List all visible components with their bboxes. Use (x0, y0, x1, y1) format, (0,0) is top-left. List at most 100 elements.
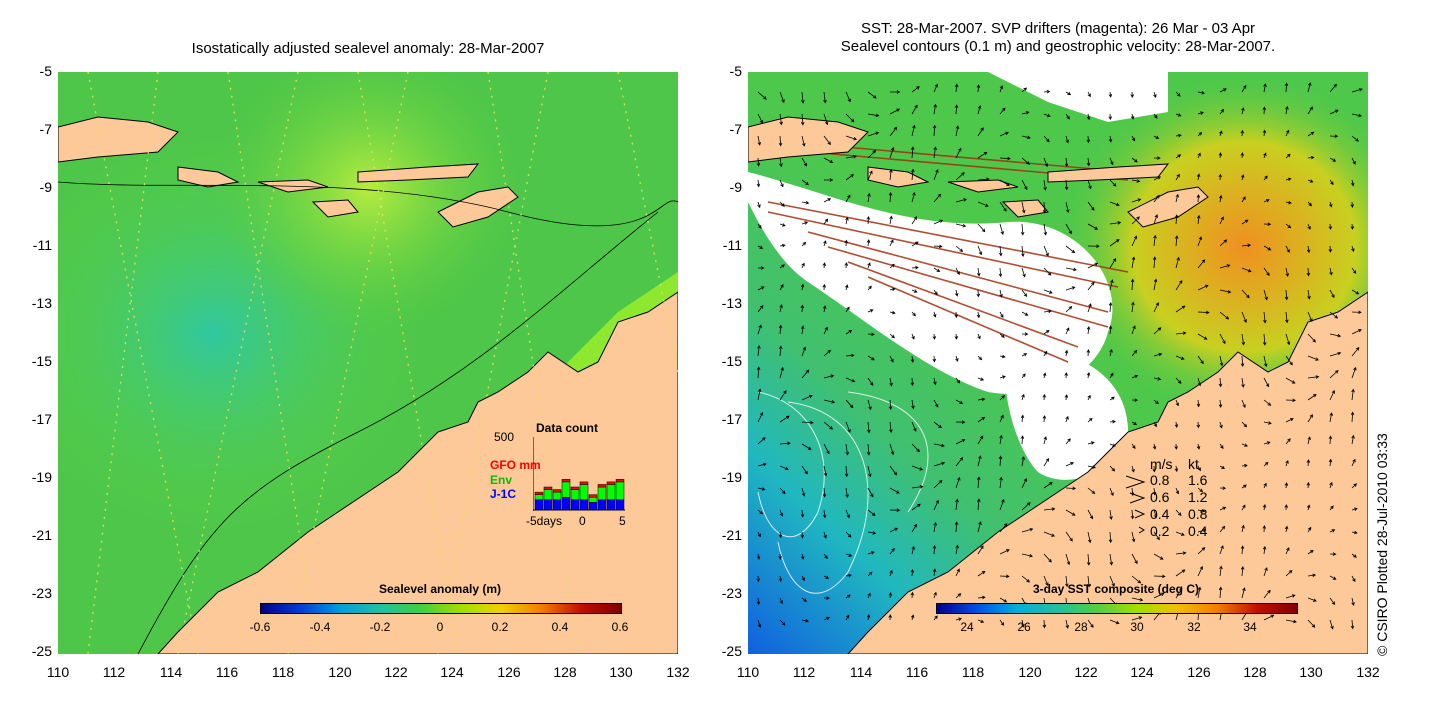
velocity-arrow (1285, 569, 1293, 577)
velocity-arrow (889, 465, 897, 476)
velocity-arrow (910, 146, 915, 159)
velocity-arrow (1021, 311, 1029, 316)
data-count-bars (533, 437, 625, 511)
velocity-arrow (801, 91, 805, 104)
velocity-arrow (1329, 370, 1339, 379)
velocity-arrow (1065, 286, 1076, 291)
velocity-arrow (1043, 553, 1052, 563)
velocity-arrow (1329, 83, 1337, 93)
velocity-arrow (1196, 421, 1201, 429)
velocity-arrow (1197, 528, 1207, 533)
velocity-arrow (1219, 130, 1223, 137)
velocity-arrow (889, 215, 893, 225)
velocity-arrow (1307, 179, 1314, 183)
velocity-arrow (889, 169, 893, 181)
velocity-arrow (977, 245, 983, 256)
velocity-arrow (1197, 509, 1206, 513)
velocity-arrow (1153, 302, 1159, 313)
velocity-arrow (1329, 597, 1336, 606)
velocity-arrow (1197, 131, 1203, 137)
velocity-arrow (1241, 311, 1247, 323)
data-count-bar-gfo-5 (579, 481, 589, 485)
velocity-arrow (999, 476, 1003, 489)
velocity-arrow (756, 179, 761, 188)
data-count-bar-j1-2 (552, 499, 562, 511)
velocity-arrow (867, 487, 874, 498)
velocity-arrow (1306, 267, 1311, 277)
velocity-arrow (1351, 575, 1356, 583)
velocity-arrow (1131, 216, 1140, 225)
velocity-arrow (1065, 113, 1070, 120)
velocity-arrow (1152, 256, 1157, 269)
velocity-arrow (999, 223, 1004, 235)
velocity-arrow (999, 156, 1011, 161)
velocity-arrow (1087, 223, 1099, 230)
velocity-arrow (778, 324, 783, 335)
velocity-arrow (911, 333, 915, 340)
velocity-arrow (888, 399, 893, 411)
velocity-arrow (998, 455, 1003, 467)
velocity-arrow (1087, 531, 1092, 544)
velocity-arrow (1130, 278, 1135, 291)
velocity-legend-arrows (1125, 475, 1146, 534)
velocity-arrow (955, 399, 964, 404)
velocity-arrow (779, 465, 789, 471)
velocity-arrow (889, 239, 894, 247)
velocity-arrow (1350, 201, 1354, 208)
velocity-arrow (1021, 135, 1031, 140)
velocity-arrow (976, 84, 981, 93)
velocity-arrow (999, 311, 1004, 319)
velocity-arrow (756, 366, 761, 379)
velocity-arrow (1153, 214, 1158, 225)
velocity-arrow (1219, 216, 1224, 225)
velocity-arrow (1219, 88, 1227, 93)
velocity-arrow (1307, 394, 1317, 401)
velocity-arrow (977, 570, 986, 577)
velocity-arrow (1307, 355, 1320, 361)
velocity-arrow (822, 305, 827, 313)
sst-velocity-map[interactable] (748, 72, 1368, 654)
velocity-arrow (757, 531, 761, 538)
velocity-arrow (779, 415, 790, 423)
velocity-arrow (954, 104, 959, 115)
velocity-arrow (1043, 179, 1047, 191)
velocity-arrow (1153, 234, 1157, 247)
velocity-arrow (1087, 91, 1091, 98)
velocity-arrow (1109, 221, 1122, 225)
velocity-arrow (1131, 421, 1138, 425)
velocity-arrow (779, 264, 785, 269)
velocity-arrow (823, 349, 832, 357)
velocity-arrow (801, 618, 810, 623)
velocity-arrow (1174, 235, 1179, 247)
velocity-arrow (933, 499, 939, 511)
data-count-bar-env-4 (570, 489, 580, 501)
velocity-arrow (823, 178, 834, 182)
velocity-arrow (756, 575, 761, 583)
velocity-arrow (867, 421, 871, 434)
velocity-arrow (1284, 289, 1289, 301)
velocity-arrow (911, 311, 916, 317)
velocity-arrow (801, 443, 812, 450)
velocity-arrow (1109, 239, 1120, 247)
velocity-arrow (1175, 331, 1187, 335)
velocity-arrow (977, 545, 984, 555)
velocity-arrow (1285, 355, 1293, 366)
sealevel-anomaly-map[interactable] (58, 72, 678, 654)
velocity-arrow (1285, 594, 1296, 599)
velocity-arrow (1263, 614, 1275, 621)
velocity-arrow (933, 244, 943, 249)
velocity-arrow (1263, 399, 1272, 406)
velocity-arrow (1131, 301, 1135, 313)
velocity-arrow (1196, 194, 1201, 203)
velocity-arrow (1021, 157, 1030, 165)
data-count-bar-gfo-1 (543, 486, 553, 490)
velocity-arrow (1021, 245, 1025, 257)
java-island (58, 116, 179, 163)
velocity-arrow (1307, 155, 1315, 160)
velocity-arrow (1109, 396, 1115, 401)
velocity-arrow (800, 283, 805, 291)
velocity-arrow (867, 551, 875, 555)
velocity-arrow (1351, 507, 1358, 511)
velocity-arrow (1153, 194, 1160, 203)
velocity-arrow (1131, 531, 1136, 543)
